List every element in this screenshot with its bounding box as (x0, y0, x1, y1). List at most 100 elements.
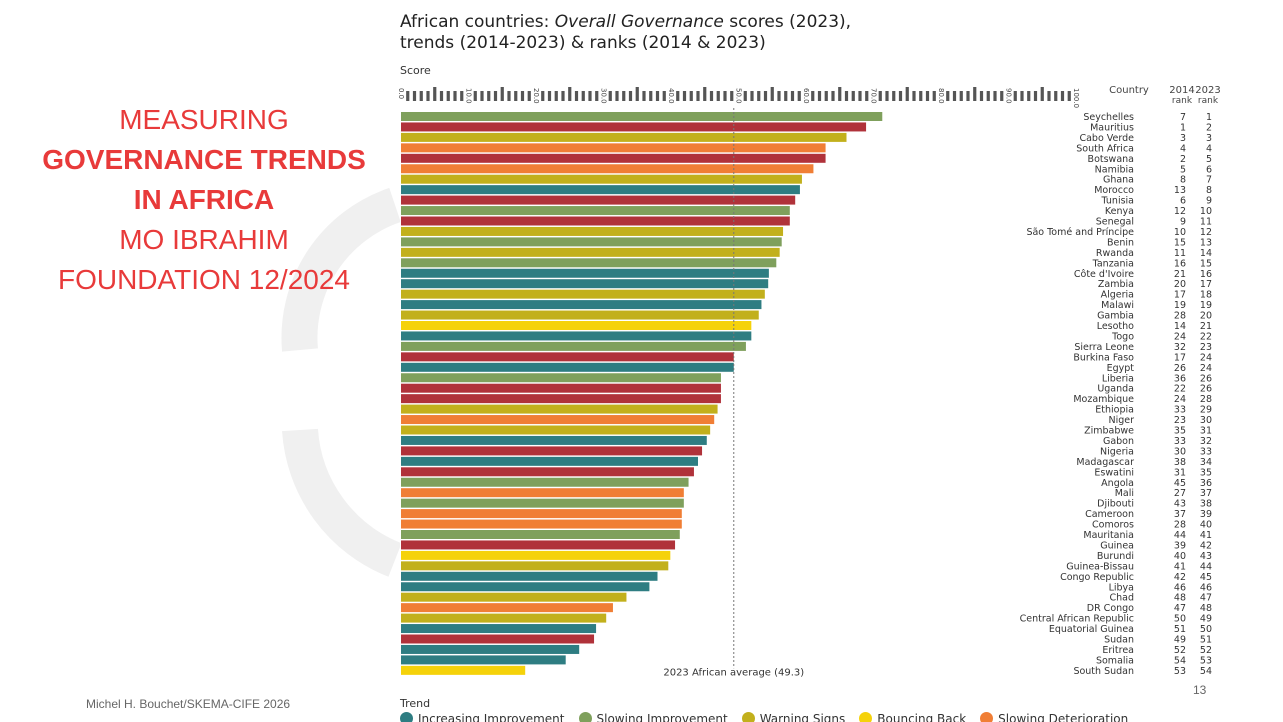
rank-2023-value: 10 (1200, 206, 1212, 217)
rank-2014-value: 31 (1174, 467, 1186, 478)
figure-title-part2: scores (2023), (723, 12, 852, 32)
rank-2014-value: 7 (1180, 112, 1186, 123)
legend-swatch (980, 712, 994, 722)
rank-2014-value: 12 (1174, 206, 1186, 217)
bar (401, 404, 718, 414)
rank-2014-value: 53 (1174, 666, 1186, 677)
bar (401, 185, 800, 195)
bar (401, 467, 694, 477)
governance-figure: African countries: Overall Governance sc… (390, 0, 1283, 722)
rank-2023-value: 17 (1200, 279, 1212, 290)
tick-mark (507, 91, 511, 101)
bar (401, 216, 790, 226)
bar (401, 571, 658, 581)
legend-swatch (578, 712, 592, 722)
rank-2014-value: 21 (1174, 269, 1186, 280)
country-label: Madagascar (1076, 457, 1134, 468)
tick-mark (777, 91, 781, 101)
tick-mark (500, 87, 504, 101)
country-label: Benin (1107, 237, 1134, 248)
country-label: Lesotho (1097, 321, 1134, 332)
tick-mark (655, 91, 660, 101)
bar (401, 509, 682, 519)
rank-2014-value: 32 (1174, 342, 1186, 353)
slide-title-line-1: MEASURING (119, 104, 289, 135)
tick-mark (568, 87, 572, 101)
rank-2014-header: 2014 (1169, 85, 1194, 96)
country-label: Central African Republic (1020, 614, 1134, 625)
tick-mark (615, 91, 619, 101)
rank-2023-value: 32 (1200, 436, 1212, 447)
tick-mark (1027, 91, 1031, 101)
rank-2023-value: 26 (1200, 373, 1212, 384)
x-tick-label: 60.0 (802, 88, 810, 104)
bar (401, 321, 752, 330)
bar (401, 373, 721, 383)
rank-2014-value: 44 (1174, 530, 1186, 541)
country-label: Uganda (1097, 384, 1134, 395)
bar (401, 226, 784, 236)
rank-2023-value: 54 (1200, 666, 1212, 677)
rank-2014-value: 24 (1174, 394, 1186, 405)
legend-swatch (400, 712, 413, 722)
country-label: Cabo Verde (1079, 133, 1134, 144)
country-label: Burkina Faso (1073, 352, 1134, 363)
tick-mark (811, 91, 815, 101)
score-axis-label: Score (400, 64, 431, 77)
rank-2014-value: 28 (1174, 520, 1186, 531)
tick-mark (986, 91, 990, 101)
legend-item: Increasing Improvement (400, 712, 565, 722)
country-label: Djibouti (1097, 499, 1134, 510)
tick-mark (608, 91, 612, 101)
rank-2014-value: 14 (1174, 321, 1186, 332)
bar (401, 362, 734, 372)
author-credit: Michel H. Bouchet/SKEMA-CIFE 2026 (86, 697, 291, 711)
rank-2014-value: 20 (1174, 279, 1186, 290)
rank-2023-value: 52 (1200, 645, 1212, 656)
rank-2023-value: 2 (1206, 122, 1212, 133)
bar (401, 195, 796, 205)
tick-mark (919, 91, 923, 101)
country-label: Sudan (1104, 635, 1134, 646)
legend-item: Bouncing Back (859, 712, 966, 722)
tick-mark (689, 91, 693, 101)
tick-mark (905, 87, 909, 101)
country-label: Mali (1115, 488, 1134, 499)
country-label: Burundi (1097, 551, 1134, 562)
country-label: Nigeria (1100, 446, 1134, 457)
tick-mark (797, 91, 801, 101)
rank-2014-value: 15 (1174, 237, 1186, 248)
tick-mark (453, 91, 457, 101)
rank-2014-value: 2 (1180, 154, 1186, 165)
tick-mark (1033, 91, 1038, 101)
tick-mark (838, 87, 842, 101)
country-label: Egypt (1107, 363, 1135, 374)
tick-mark (709, 91, 714, 101)
rank-2023-value: 19 (1200, 300, 1212, 311)
country-label: Ethiopia (1095, 405, 1134, 416)
tick-mark (595, 91, 599, 101)
rank-2014-value: 22 (1174, 384, 1186, 395)
tick-mark (858, 91, 862, 101)
rank-2023-value: 24 (1200, 352, 1212, 363)
legend-swatch (859, 712, 873, 722)
country-label: Botswana (1088, 154, 1134, 165)
legend-label: Increasing Improvement (418, 712, 565, 722)
tick-mark (473, 91, 477, 101)
country-label: South Sudan (1073, 666, 1134, 677)
tick-mark (1067, 91, 1071, 101)
tick-mark (959, 91, 963, 101)
tick-mark (925, 91, 930, 101)
tick-mark (554, 91, 558, 101)
x-tick-label: 0.0 (397, 88, 405, 99)
rank-2014-value: 4 (1180, 143, 1186, 154)
page-number: 13 (1193, 683, 1207, 697)
bar (401, 112, 883, 121)
country-label: Ghana (1103, 175, 1134, 186)
tick-mark (912, 91, 916, 101)
slide-title-line-3: IN AFRICA (133, 184, 275, 215)
tick-mark (1047, 91, 1051, 101)
rank-2023-value: 22 (1200, 331, 1212, 342)
rank-2014-value: 28 (1174, 311, 1186, 322)
figure-title-italic: Overall Governance (554, 12, 724, 32)
